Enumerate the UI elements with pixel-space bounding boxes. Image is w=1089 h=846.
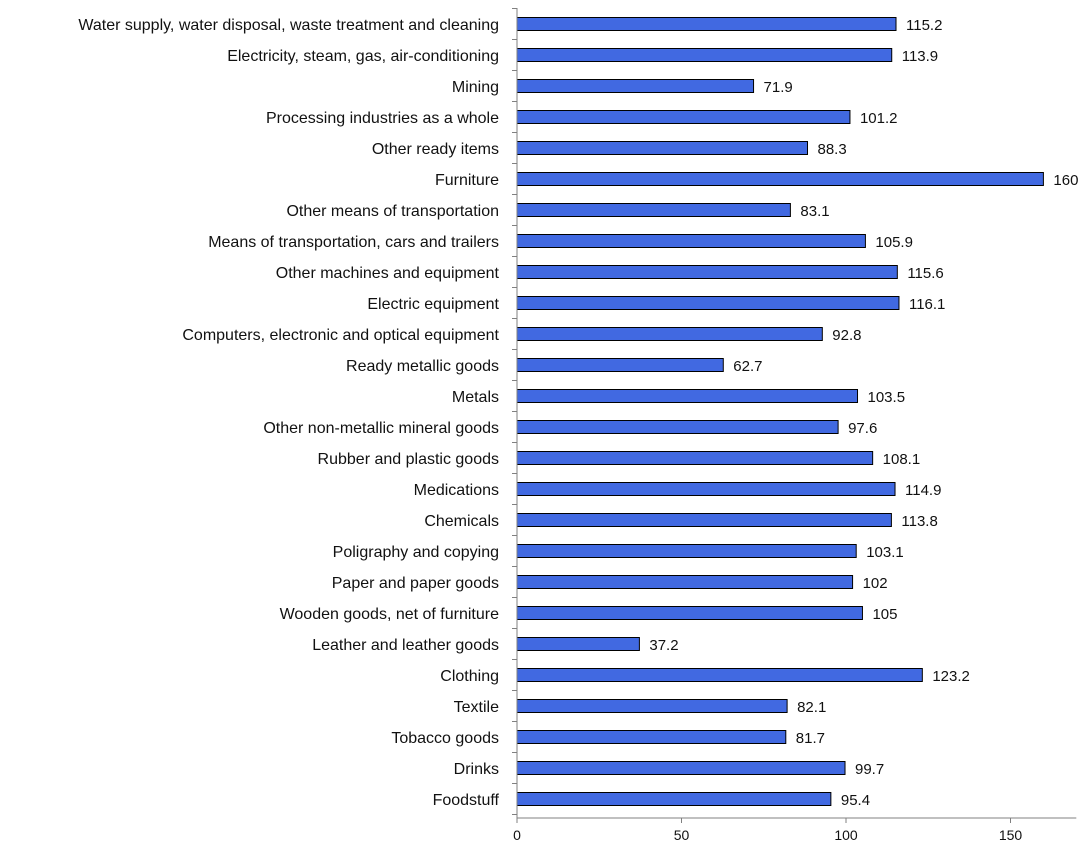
- value-label: 113.8: [901, 513, 937, 530]
- bar: [516, 699, 788, 713]
- bar: [516, 17, 897, 31]
- bar: [516, 606, 863, 620]
- category-label: Other non-metallic mineral goods: [263, 420, 499, 437]
- bar: [516, 389, 859, 403]
- category-label: Water supply, water disposal, waste trea…: [78, 17, 499, 34]
- category-label: Wooden goods, net of furniture: [280, 606, 500, 623]
- bar: [516, 358, 724, 372]
- category-label: Poligraphy and copying: [333, 544, 499, 561]
- bar: [516, 48, 893, 62]
- category-label: Metals: [452, 389, 499, 406]
- bar: [516, 513, 892, 527]
- bar: [516, 110, 851, 124]
- category-label: Furniture: [435, 172, 499, 189]
- bar: [516, 327, 823, 341]
- x-tick-label: 150: [999, 827, 1023, 843]
- bar: [516, 668, 923, 682]
- bar: [516, 575, 854, 589]
- bar: [516, 761, 846, 775]
- category-label: Leather and leather goods: [312, 637, 499, 654]
- bar: [516, 637, 640, 651]
- value-label: 99.7: [855, 761, 884, 778]
- value-label: 37.2: [649, 637, 678, 654]
- value-label: 62.7: [733, 358, 762, 375]
- bar: [516, 172, 1044, 186]
- value-label: 102: [863, 575, 888, 592]
- category-label: Mining: [452, 79, 499, 96]
- category-label: Electricity, steam, gas, air-conditionin…: [227, 48, 499, 65]
- value-label: 103.5: [868, 389, 906, 406]
- x-tick-label: 50: [674, 827, 690, 843]
- category-label: Other means of transportation: [286, 203, 499, 220]
- value-label: 71.9: [764, 79, 793, 96]
- bar: [516, 544, 857, 558]
- bar: [516, 234, 866, 248]
- category-label: Computers, electronic and optical equipm…: [182, 327, 499, 344]
- value-label: 83.1: [800, 203, 829, 220]
- value-label: 88.3: [818, 141, 847, 158]
- category-label: Medications: [414, 482, 499, 499]
- value-label: 101.2: [860, 110, 898, 127]
- value-label: 105.9: [875, 234, 913, 251]
- category-label: Paper and paper goods: [332, 575, 499, 592]
- value-label: 116.1: [909, 296, 945, 313]
- value-label: 82.1: [797, 699, 826, 716]
- category-label: Chemicals: [424, 513, 499, 530]
- value-label: 108.1: [883, 451, 921, 468]
- category-label: Drinks: [454, 761, 499, 778]
- value-label: 92.8: [832, 327, 861, 344]
- category-label: Textile: [454, 699, 499, 716]
- category-label: Other machines and equipment: [276, 265, 500, 282]
- value-label: 95.4: [841, 792, 870, 809]
- bar: [516, 265, 898, 279]
- bar: [516, 451, 874, 465]
- bar: [516, 730, 787, 744]
- category-label: Electric equipment: [367, 296, 499, 313]
- axes: 0 50 100 150: [512, 8, 1077, 843]
- value-label: 115.6: [907, 265, 943, 282]
- category-label: Clothing: [440, 668, 499, 685]
- bar: [516, 203, 791, 217]
- category-label: Foodstuff: [433, 792, 500, 809]
- bar: [516, 296, 900, 310]
- value-label: 105: [872, 606, 897, 623]
- bar: [516, 792, 832, 806]
- category-label: Rubber and plastic goods: [318, 451, 499, 468]
- value-label: 81.7: [796, 730, 825, 747]
- value-labels: 115.2 113.9 71.9 101.2 88.3 160 83.1 105.9 115.6…: [649, 17, 1078, 809]
- x-tick-label: 0: [513, 827, 521, 843]
- bar: [516, 420, 839, 434]
- bar: [516, 482, 896, 496]
- bars-layer: [516, 17, 1044, 806]
- bar: [516, 141, 809, 155]
- value-label: 97.6: [848, 420, 877, 437]
- bar: [516, 79, 755, 93]
- value-label: 103.1: [866, 544, 904, 561]
- category-labels: Water supply, water disposal, waste trea…: [78, 17, 499, 809]
- value-label: 113.9: [902, 48, 938, 65]
- value-label: 115.2: [906, 17, 942, 34]
- category-label: Processing industries as a whole: [266, 110, 499, 127]
- value-label: 114.9: [905, 482, 941, 499]
- x-tick-label: 100: [834, 827, 858, 843]
- category-label: Ready metallic goods: [346, 358, 499, 375]
- category-label: Other ready items: [372, 141, 499, 158]
- value-label: 123.2: [932, 668, 970, 685]
- value-label: 160: [1053, 172, 1078, 189]
- category-label: Means of transportation, cars and traile…: [208, 234, 499, 251]
- category-label: Tobacco goods: [391, 730, 499, 747]
